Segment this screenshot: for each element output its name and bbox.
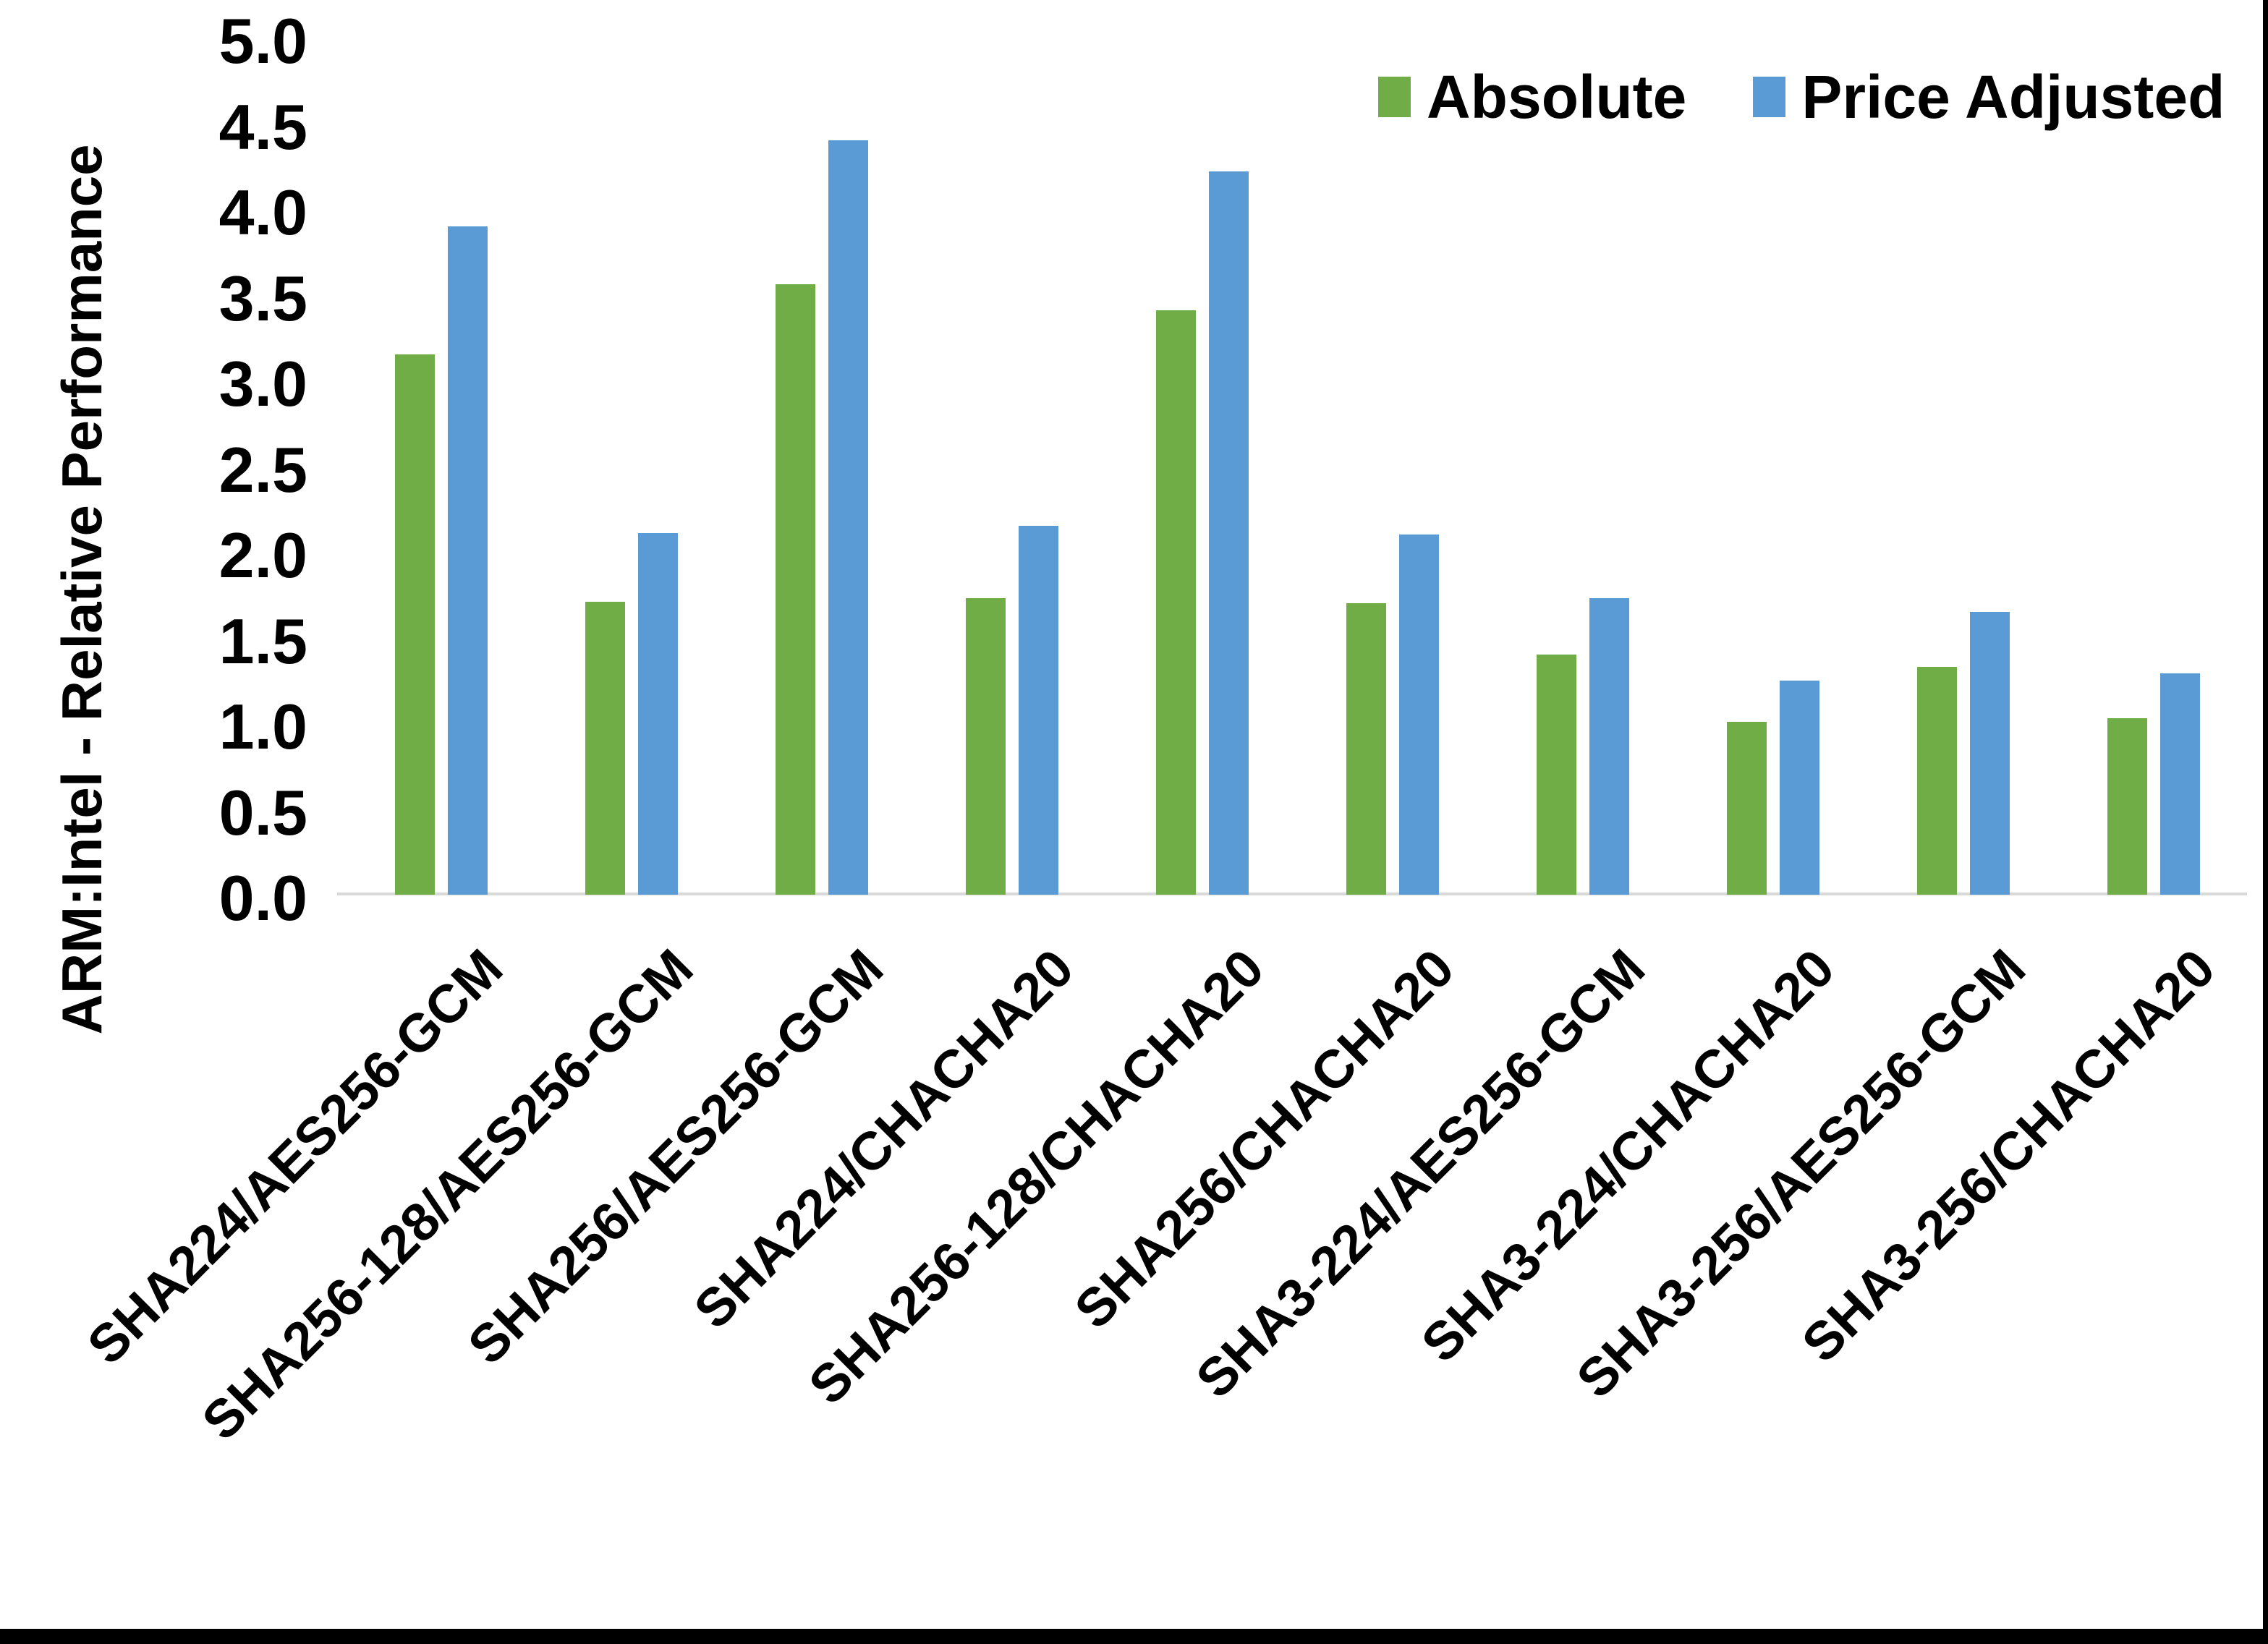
bar-price-adjusted-0 — [448, 226, 488, 895]
bar-price-adjusted-8 — [1970, 612, 2010, 895]
x-label-3: SHA224/CHACHA20 — [682, 937, 1085, 1340]
bar-price-adjusted-6 — [1589, 598, 1629, 895]
y-tick-1.0: 1.0 — [218, 691, 307, 763]
bar-price-adjusted-3 — [1019, 526, 1058, 895]
y-tick-2.0: 2.0 — [218, 519, 307, 592]
legend-swatch-price-adjusted-icon — [1753, 77, 1786, 117]
bar-absolute-3 — [966, 598, 1006, 895]
bar-price-adjusted-4 — [1209, 171, 1249, 895]
legend-swatch-absolute-icon — [1378, 77, 1411, 117]
bar-absolute-9 — [2107, 718, 2147, 895]
bar-price-adjusted-9 — [2160, 673, 2200, 895]
bar-price-adjusted-1 — [638, 533, 678, 895]
y-tick-5.0: 5.0 — [218, 5, 307, 77]
bar-price-adjusted-7 — [1780, 681, 1819, 895]
y-axis-title: ARM:Intel - Relative Performance — [50, 144, 114, 1035]
bar-absolute-6 — [1537, 655, 1576, 895]
frame-right-border — [2263, 0, 2268, 1644]
bar-absolute-1 — [585, 602, 625, 895]
y-tick-4.0: 4.0 — [218, 176, 307, 249]
legend-item-absolute: Absolute — [1378, 67, 1686, 127]
bar-absolute-2 — [776, 284, 815, 895]
legend: Absolute Price Adjusted — [1378, 67, 2225, 127]
bar-price-adjusted-2 — [828, 140, 868, 895]
x-axis-line — [337, 893, 2247, 895]
y-tick-1.5: 1.5 — [218, 605, 307, 677]
y-tick-3.0: 3.0 — [218, 348, 307, 420]
legend-label-price-adjusted: Price Adjusted — [1801, 63, 2225, 131]
y-tick-2.5: 2.5 — [218, 433, 307, 506]
bar-absolute-8 — [1917, 667, 1957, 895]
legend-item-price-adjusted: Price Adjusted — [1753, 67, 2225, 127]
y-tick-4.5: 4.5 — [218, 90, 307, 163]
legend-label-absolute: Absolute — [1427, 63, 1687, 131]
y-tick-3.5: 3.5 — [218, 262, 307, 334]
bar-absolute-0 — [395, 354, 435, 895]
y-tick-0.0: 0.0 — [218, 862, 307, 934]
bar-absolute-4 — [1156, 310, 1196, 895]
frame-bottom-border — [0, 1629, 2268, 1644]
bar-price-adjusted-5 — [1399, 534, 1439, 895]
x-label-5: SHA256/CHACHA20 — [1063, 937, 1466, 1340]
y-tick-0.5: 0.5 — [218, 776, 307, 848]
bar-absolute-7 — [1727, 722, 1767, 895]
bar-absolute-5 — [1346, 603, 1386, 895]
